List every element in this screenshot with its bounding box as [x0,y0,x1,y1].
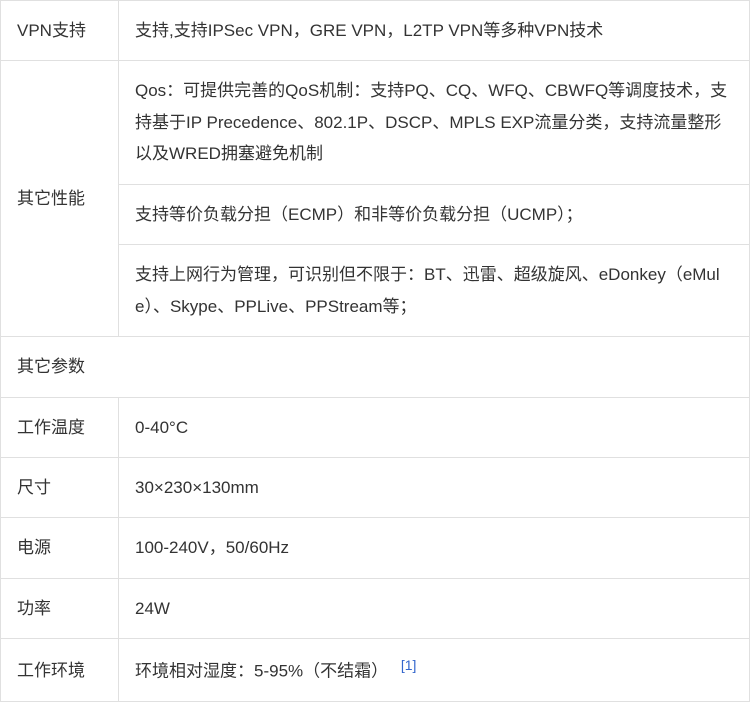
reference-link[interactable]: [1] [401,657,417,673]
row-label-wattage: 功率 [1,578,119,638]
row-label-power-supply: 电源 [1,518,119,578]
row-label-env: 工作环境 [1,639,119,702]
row-value-wattage: 24W [119,578,750,638]
row-value-env: 环境相对湿度：5-95%（不结霜） [135,662,388,681]
row-value-other-perf-2: 支持上网行为管理，可识别但不限于：BT、迅雷、超级旋风、eDonkey（eMul… [119,245,750,337]
table-row: 工作环境 环境相对湿度：5-95%（不结霜） [1] [1,639,750,702]
row-label-size: 尺寸 [1,457,119,517]
row-value-other-perf-0: Qos：可提供完善的QoS机制：支持PQ、CQ、WFQ、CBWFQ等调度技术，支… [119,61,750,184]
row-value-vpn: 支持,支持IPSec VPN，GRE VPN，L2TP VPN等多种VPN技术 [119,1,750,61]
spec-table: VPN支持 支持,支持IPSec VPN，GRE VPN，L2TP VPN等多种… [0,0,750,702]
row-label-vpn: VPN支持 [1,1,119,61]
table-row-section-header: 其它参数 [1,337,750,397]
row-value-env-cell: 环境相对湿度：5-95%（不结霜） [1] [119,639,750,702]
table-row: 电源 100-240V，50/60Hz [1,518,750,578]
section-header-other-params: 其它参数 [1,337,750,397]
table-row: 其它性能 Qos：可提供完善的QoS机制：支持PQ、CQ、WFQ、CBWFQ等调… [1,61,750,184]
row-value-power-supply: 100-240V，50/60Hz [119,518,750,578]
table-row: VPN支持 支持,支持IPSec VPN，GRE VPN，L2TP VPN等多种… [1,1,750,61]
row-value-other-perf-1: 支持等价负载分担（ECMP）和非等价负载分担（UCMP）； [119,184,750,244]
table-row: 工作温度 0-40°C [1,397,750,457]
table-row: 尺寸 30×230×130mm [1,457,750,517]
row-value-size: 30×230×130mm [119,457,750,517]
row-label-other-perf: 其它性能 [1,61,119,337]
row-value-temp: 0-40°C [119,397,750,457]
row-label-temp: 工作温度 [1,397,119,457]
table-row: 功率 24W [1,578,750,638]
